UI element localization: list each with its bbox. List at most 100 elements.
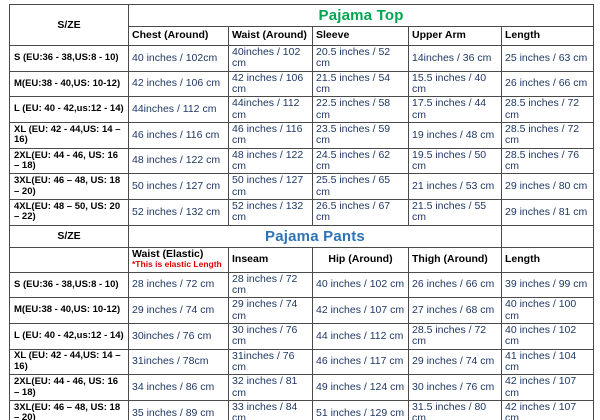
measurement-cell: 29 inches / 74 cm [228, 297, 313, 324]
measurement-cell: 27 inches / 68 cm [408, 297, 502, 324]
measurement-cell: 25 inches / 63 cm [500, 45, 595, 72]
measurement-cell: 42 inches / 106 cm [128, 70, 229, 98]
size-row: XL (EU: 42 - 44,US: 14 – 16) 31inches / 7… [9, 348, 595, 376]
pajama-pants-columns-row: Waist (Elastic) *This is elastic Length … [9, 246, 595, 273]
measurement-cell: 42 inches / 107 cm [500, 374, 595, 401]
size-label: 2XL(EU: 44 - 46, US: 16 – 18) [9, 374, 129, 401]
size-label: XL (EU: 42 - 44,US: 14 – 16) [9, 348, 129, 376]
size-label: M(EU:38 - 40,US: 10-12) [9, 297, 129, 324]
measurement-cell: 35 inches / 89 cm [128, 399, 229, 420]
column-header-sleeve: Sleeve [312, 26, 409, 46]
size-label: 4XL(EU: 48 – 50, US: 20 – 22) [9, 198, 129, 226]
measurement-cell: 19 inches / 48 cm [408, 121, 502, 149]
measurement-cell: 48 inches / 122 cm [228, 147, 313, 175]
size-label: 2XL(EU: 44 - 46, US: 16 – 18) [9, 147, 129, 175]
pajama-top-title-row: S/ZE Pajama Top [9, 4, 595, 46]
measurement-cell: 44inches / 112 cm [128, 96, 229, 123]
measurement-cell: 23.5 inches / 59 cm [312, 121, 409, 149]
measurement-cell: 28.5 inches / 72 cm [408, 322, 502, 350]
waist-elastic-label: Waist (Elastic) [132, 248, 204, 261]
measurement-cell: 42 inches / 107 cm [500, 399, 595, 420]
measurement-cell: 42 inches / 107 cm [312, 297, 409, 324]
measurement-cell: 28 inches / 72 cm [228, 271, 313, 299]
measurement-cell: 40 inches / 102 cm [500, 322, 595, 350]
measurement-cell: 50 inches / 127 cm [228, 173, 313, 200]
measurement-cell: 44inches / 112 cm [228, 96, 313, 123]
measurement-cell: 29 inches / 74 cm [128, 297, 229, 324]
measurement-cell: 25.5 inches / 65 cm [312, 173, 409, 200]
measurement-cell: 31.5 inches / 80 cm [408, 399, 502, 420]
size-row: L (EU: 40 - 42,us:12 - 14) 30inches / 76 … [9, 322, 595, 350]
elastic-length-note: *This is elastic Length [132, 259, 222, 270]
measurement-cell: 46 inches / 116 cm [228, 121, 313, 149]
measurement-cell: 29 inches / 80 cm [500, 173, 595, 200]
pajama-pants-title: Pajama Pants [128, 224, 502, 248]
size-label: XL (EU: 42 - 44,US: 14 – 16) [9, 121, 129, 149]
size-row: 3XL(EU: 46 – 48, US: 18 – 20) 50 inches /… [9, 173, 595, 200]
measurement-cell: 48 inches / 122 cm [128, 147, 229, 175]
measurement-cell: 31inches / 76 cm [228, 348, 313, 376]
measurement-cell: 52 inches / 132 cm [128, 198, 229, 226]
column-header-waist: Waist (Around) [228, 26, 313, 46]
measurement-cell: 40inches / 102 cm [228, 45, 313, 72]
measurement-cell: 26.5 inches / 67 cm [312, 198, 409, 226]
size-label: L (EU: 40 - 42,us:12 - 14) [9, 96, 129, 123]
pajama-pants-title-row: S/ZE Pajama Pants [9, 224, 595, 248]
measurement-cell: 50 inches / 127 cm [128, 173, 229, 200]
measurement-cell: 46 inches / 117 cm [312, 348, 409, 376]
measurement-cell: 29 inches / 81 cm [500, 198, 595, 226]
size-chart-table: S/ZE Pajama Top Chest (Around) Waist (Ar… [9, 4, 595, 420]
size-row: 2XL(EU: 44 - 46, US: 16 – 18) 48 inches /… [9, 147, 595, 175]
measurement-cell: 26 inches / 66 cm [408, 271, 502, 299]
pajama-pants-rows: S (EU:36 - 38,US:8 - 10) 28 inches / 72 c… [9, 271, 595, 420]
measurement-cell: 29 inches / 74 cm [408, 348, 502, 376]
size-row: S (EU:36 - 38,US:8 - 10) 40 inches / 102c… [9, 45, 595, 72]
size-label: S (EU:36 - 38,US:8 - 10) [9, 271, 129, 299]
measurement-cell: 34 inches / 86 cm [128, 374, 229, 401]
measurement-cell: 30inches / 76 cm [128, 322, 229, 350]
measurement-cell: 39 inches / 99 cm [500, 271, 595, 299]
measurement-cell: 21 inches / 53 cm [408, 173, 502, 200]
size-label: 3XL(EU: 46 – 48, US: 18 – 20) [9, 399, 129, 420]
measurement-cell: 26 inches / 66 cm [500, 70, 595, 98]
measurement-cell: 19.5 inches / 50 cm [408, 147, 502, 175]
pajama-top-rows: S (EU:36 - 38,US:8 - 10) 40 inches / 102c… [9, 45, 595, 226]
column-header-thigh: Thigh (Around) [408, 246, 502, 273]
measurement-cell: 20.5 inches / 52 cm [312, 45, 409, 72]
measurement-cell: 42 inches / 106 cm [228, 70, 313, 98]
measurement-cell: 30 inches / 76 cm [408, 374, 502, 401]
measurement-cell: 44 inches / 112 cm [312, 322, 409, 350]
size-label: L (EU: 40 - 42,us:12 - 14) [9, 322, 129, 350]
size-column-header-top: S/ZE [9, 4, 129, 46]
spacer-cell [500, 224, 595, 248]
column-header-length-top: Length [500, 26, 595, 46]
measurement-cell: 22.5 inches / 58 cm [312, 96, 409, 123]
column-header-upper-arm: Upper Arm [408, 26, 502, 46]
measurement-cell: 32 inches / 81 cm [228, 374, 313, 401]
column-header-inseam: Inseam [228, 246, 313, 273]
size-row: 3XL(EU: 46 – 48, US: 18 – 20) 35 inches /… [9, 399, 595, 420]
measurement-cell: 28.5 inches / 72 cm [500, 96, 595, 123]
measurement-cell: 49 inches / 124 cm [312, 374, 409, 401]
pajama-top-title: Pajama Top [127, 4, 595, 27]
size-column-header-pants: S/ZE [9, 224, 129, 248]
measurement-cell: 40 inches / 100 cm [500, 297, 595, 324]
size-row: L (EU: 40 - 42,us:12 - 14) 44inches / 112… [9, 96, 595, 123]
column-header-length-pants: Length [500, 246, 595, 273]
column-header-chest: Chest (Around) [128, 26, 229, 46]
spacer-cell [9, 246, 129, 273]
size-label: S (EU:36 - 38,US:8 - 10) [9, 45, 129, 72]
measurement-cell: 17.5 inches / 44 cm [408, 96, 502, 123]
size-row: M(EU:38 - 40,US: 10-12) 29 inches / 74 cm… [9, 297, 595, 324]
size-row: M(EU:38 - 40,US: 10-12) 42 inches / 106 c… [9, 70, 595, 98]
measurement-cell: 21.5 inches / 54 cm [312, 70, 409, 98]
pajama-top-columns-row: Chest (Around) Waist (Around) Sleeve Upp… [10, 26, 595, 46]
measurement-cell: 41 inches / 104 cm [500, 348, 595, 376]
measurement-cell: 46 inches / 116 cm [128, 121, 229, 149]
measurement-cell: 15.5 inches / 40 cm [408, 70, 502, 98]
measurement-cell: 30 inches / 76 cm [228, 322, 313, 350]
size-row: S (EU:36 - 38,US:8 - 10) 28 inches / 72 c… [9, 271, 595, 299]
measurement-cell: 52 inches / 132 cm [228, 198, 313, 226]
size-row: XL (EU: 42 - 44,US: 14 – 16) 46 inches / … [9, 121, 595, 149]
